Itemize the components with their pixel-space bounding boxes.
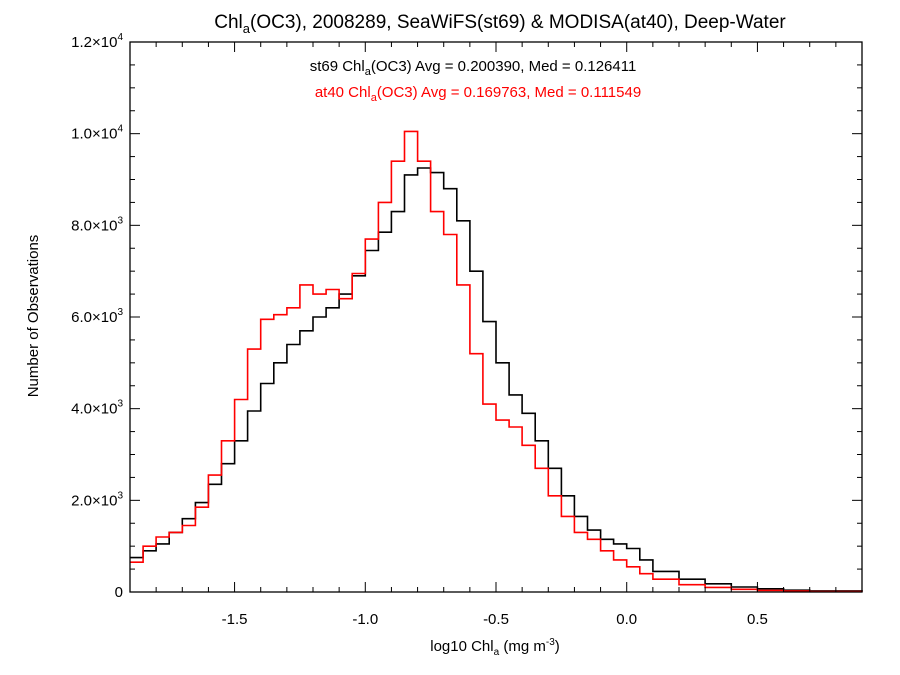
x-axis-label: log10 Chla (mg m-3) (430, 637, 560, 658)
plot-frame (129, 41, 863, 593)
chart-title: Chla(OC3), 2008289, SeaWiFS(st69) & MODI… (214, 12, 786, 36)
y-tick-label: 1.0×104 (71, 124, 123, 143)
x-tick-label: 0.0 (616, 611, 637, 628)
y-tick-label: 8.0×103 (71, 215, 123, 234)
x-tick-label: -1.0 (352, 611, 378, 628)
series-line-st69 (130, 167, 863, 592)
legend: st69 Chla(OC3) Avg = 0.200390, Med = 0.1… (310, 58, 641, 104)
y-tick-label: 2.0×103 (71, 490, 123, 509)
y-tick-label: 0 (115, 584, 123, 601)
x-ticks: -1.5 -1.0 -0.5 0.0 0.5 (155, 42, 863, 628)
y-tick-label: 1.2×104 (71, 32, 123, 51)
y-axis-label: Number of Observations (25, 235, 42, 398)
x-tick-label: -0.5 (483, 611, 509, 628)
x-tick-label: -1.5 (222, 611, 248, 628)
series-line-at40 (130, 130, 863, 593)
y-ticks: 0 2.0×103 4.0×103 6.0×103 8.0×103 1.0×104 1.2×… (71, 32, 862, 601)
axes (129, 41, 863, 593)
legend-at40: at40 Chla(OC3) Avg = 0.169763, Med = 0.1… (315, 84, 641, 104)
plot-lines (130, 130, 863, 593)
y-tick-label: 6.0×103 (71, 307, 123, 326)
x-tick-label: 0.5 (747, 611, 768, 628)
legend-st69: st69 Chla(OC3) Avg = 0.200390, Med = 0.1… (310, 58, 637, 78)
y-tick-label: 4.0×103 (71, 399, 123, 418)
